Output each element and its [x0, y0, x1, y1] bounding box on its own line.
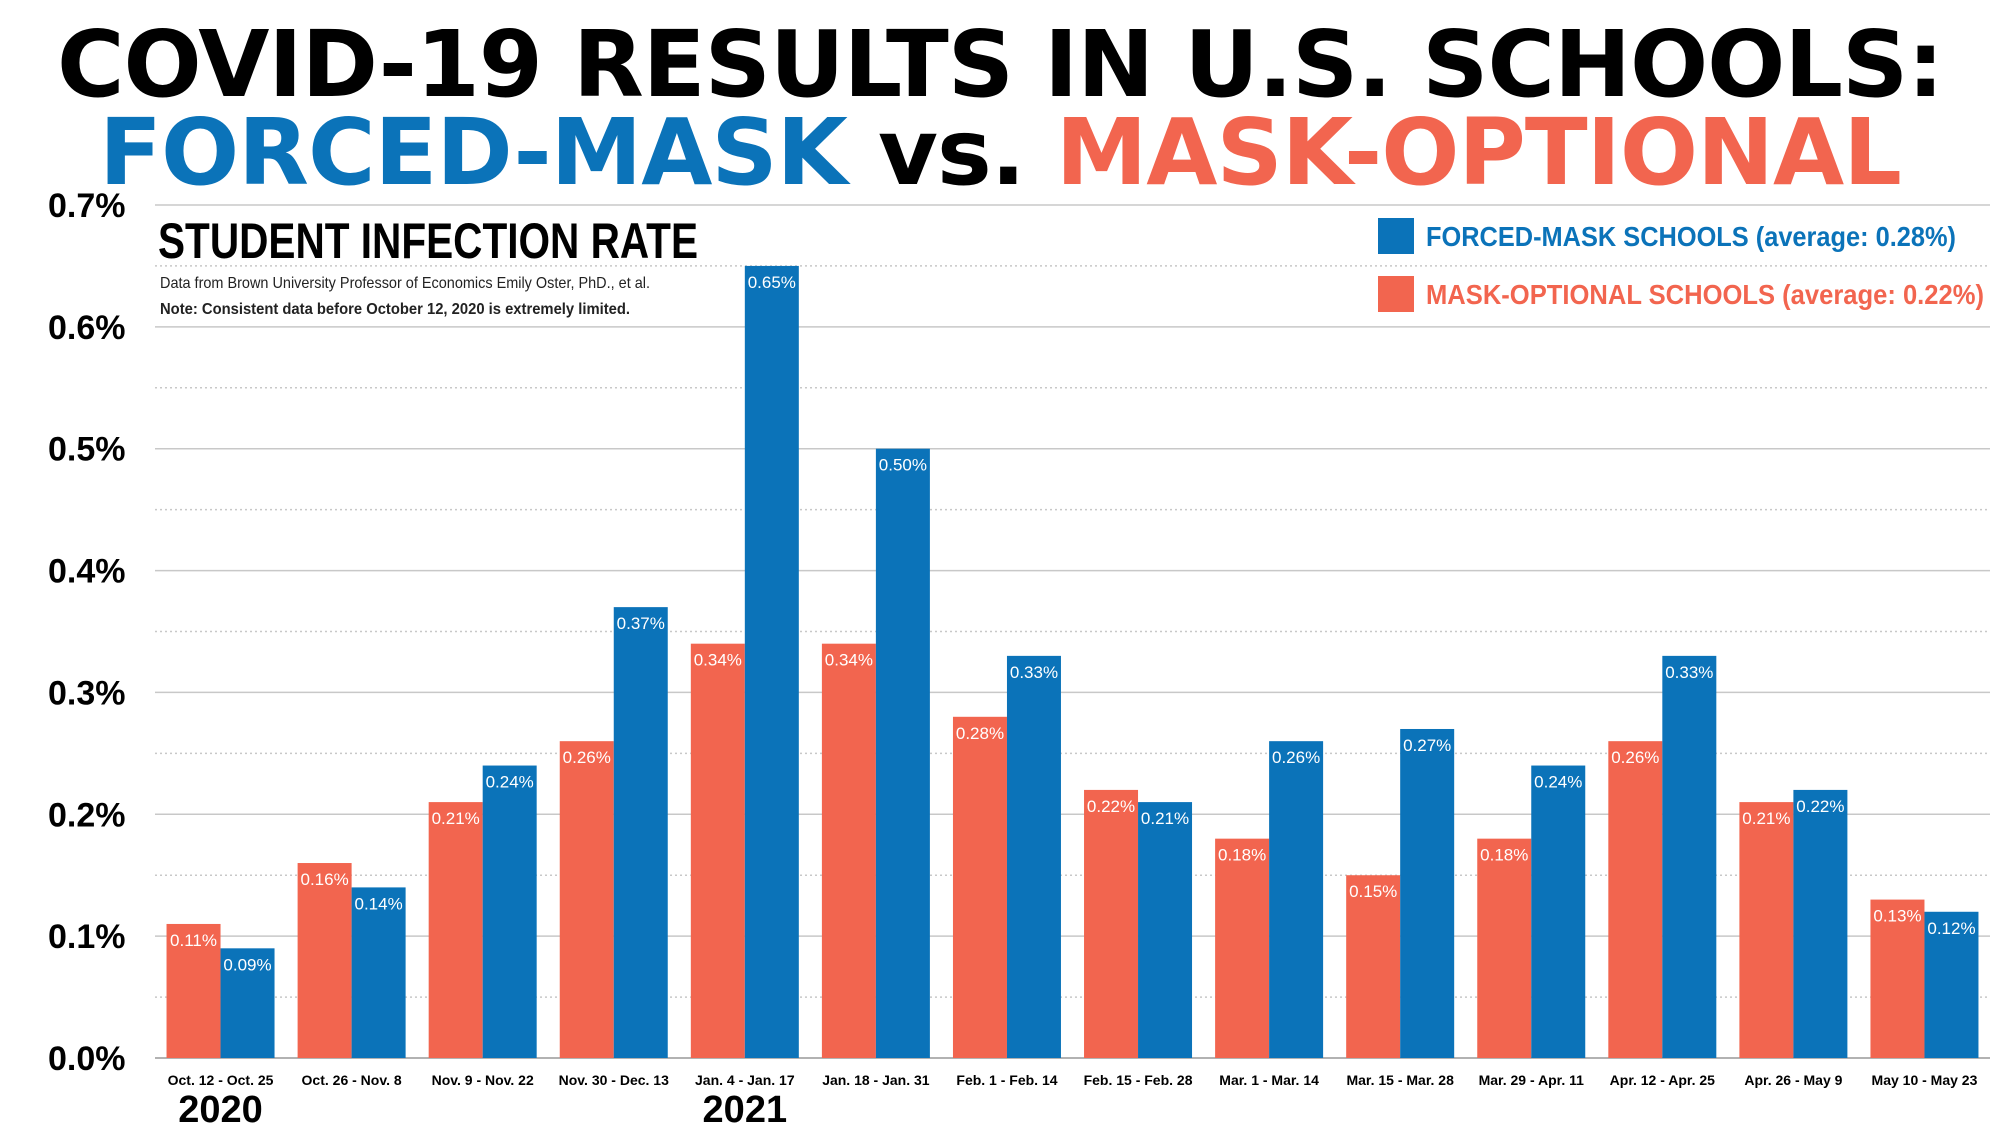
x-tick-label: Apr. 26 - May 9 [1744, 1072, 1842, 1088]
bar-value-label: 0.13% [1873, 907, 1921, 926]
x-tick-label: May 10 - May 23 [1872, 1072, 1978, 1088]
x-tick-label: Mar. 29 - Apr. 11 [1479, 1072, 1585, 1088]
page-title-line-2: FORCED-MASK vs. MASK-OPTIONAL [0, 98, 2000, 208]
bar-forced-mask [1269, 741, 1324, 1058]
x-tick-label: Mar. 1 - Mar. 14 [1219, 1072, 1319, 1088]
bar-mask-optional [559, 741, 614, 1058]
y-tick-label: 0.1% [48, 918, 126, 956]
bar-value-label: 0.18% [1480, 846, 1528, 865]
bar-value-label: 0.37% [617, 614, 665, 633]
bar-forced-mask [220, 948, 275, 1058]
bar-forced-mask [1400, 728, 1455, 1058]
page-title-line-1: COVID-19 RESULTS IN U.S. SCHOOLS: [56, 11, 1944, 118]
bar-value-label: 0.21% [1742, 809, 1790, 828]
bar-mask-optional [166, 923, 221, 1058]
x-tick-label: Jan. 4 - Jan. 17 [695, 1072, 795, 1088]
bar-value-label: 0.26% [1272, 748, 1320, 767]
bar-value-label: 0.33% [1665, 663, 1713, 682]
bar-value-label: 0.22% [1796, 797, 1844, 816]
bar-mask-optional [1739, 802, 1794, 1058]
x-tick-label: Jan. 18 - Jan. 31 [822, 1072, 930, 1088]
bar-value-label: 0.22% [1087, 797, 1135, 816]
bar-value-label: 0.09% [223, 955, 271, 974]
bar-value-label: 0.34% [825, 651, 873, 670]
bar-value-label: 0.11% [170, 931, 217, 950]
legend: FORCED-MASK SCHOOLS (average: 0.28%) MASK… [1378, 218, 1984, 312]
legend-label-mask-optional: MASK-OPTIONAL SCHOOLS (average: 0.22%) [1426, 279, 1984, 310]
bar-forced-mask [1006, 655, 1061, 1058]
bar-value-label: 0.26% [1611, 748, 1659, 767]
title-vs: vs. [846, 99, 1056, 206]
bar-forced-mask [1924, 911, 1979, 1058]
x-tick-label: Oct. 26 - Nov. 8 [302, 1072, 402, 1088]
bar-forced-mask [1662, 655, 1717, 1058]
bar-forced-mask [744, 265, 799, 1058]
year-label: 2020 [178, 1089, 263, 1125]
bar-value-label: 0.27% [1403, 736, 1451, 755]
x-tick-label: Feb. 15 - Feb. 28 [1084, 1072, 1193, 1088]
title-forced-mask: FORCED-MASK [99, 99, 848, 206]
x-tick-label: Apr. 12 - Apr. 25 [1610, 1072, 1716, 1088]
bar-mask-optional [428, 802, 483, 1058]
bar-mask-optional [1870, 899, 1925, 1058]
y-axis-ticks: 0.0% 0.1% 0.2% 0.3% 0.4% 0.5% 0.6% 0.7% [48, 187, 126, 1078]
x-tick-label: Mar. 15 - Mar. 28 [1346, 1072, 1454, 1088]
bar-value-label: 0.16% [301, 870, 349, 889]
bar-mask-optional [1346, 875, 1401, 1058]
bar-forced-mask [482, 765, 537, 1058]
bar-value-label: 0.26% [563, 748, 611, 767]
x-tick-label: Oct. 12 - Oct. 25 [168, 1072, 274, 1088]
year-label: 2021 [703, 1089, 788, 1125]
bar-value-label: 0.24% [486, 773, 534, 792]
y-tick-label: 0.3% [48, 674, 126, 712]
bar-value-label: 0.28% [956, 724, 1004, 743]
year-labels: 2020 2021 [178, 1089, 787, 1125]
bar-value-label: 0.65% [748, 273, 796, 292]
bar-forced-mask [1793, 789, 1848, 1058]
x-tick-label: Nov. 30 - Dec. 13 [559, 1072, 669, 1088]
bar-value-label: 0.50% [879, 456, 927, 475]
y-tick-label: 0.6% [48, 309, 126, 347]
bar-value-label: 0.34% [694, 651, 742, 670]
bar-mask-optional [1084, 789, 1139, 1058]
bar-value-label: 0.12% [1927, 919, 1975, 938]
chart-data-note: Note: Consistent data before October 12,… [160, 301, 630, 318]
bars: 0.11% 0.09% 0.16% 0.14% 0.21% 0.24% 0.26% 0.37%… [166, 265, 1979, 1058]
chart-title: STUDENT INFECTION RATE [158, 213, 698, 269]
bar-mask-optional [952, 716, 1007, 1058]
y-tick-label: 0.5% [48, 431, 126, 469]
title-mask-optional: MASK-OPTIONAL [1055, 99, 1902, 206]
bar-value-label: 0.14% [355, 894, 403, 913]
bar-forced-mask [1531, 765, 1586, 1058]
bar-value-label: 0.33% [1010, 663, 1058, 682]
bar-mask-optional [1215, 838, 1270, 1058]
bar-mask-optional [690, 643, 745, 1058]
y-tick-label: 0.7% [48, 187, 126, 225]
bar-forced-mask [613, 607, 668, 1058]
bar-mask-optional [1477, 838, 1532, 1058]
bar-forced-mask [1138, 802, 1193, 1058]
x-tick-label: Feb. 1 - Feb. 14 [956, 1072, 1057, 1088]
x-tick-label: Nov. 9 - Nov. 22 [432, 1072, 534, 1088]
bar-value-label: 0.21% [1141, 809, 1189, 828]
bar-forced-mask [875, 448, 930, 1058]
legend-swatch-mask-optional [1378, 276, 1414, 312]
chart-source-note: Data from Brown University Professor of … [160, 275, 650, 292]
y-tick-label: 0.4% [48, 553, 126, 591]
bar-value-label: 0.24% [1534, 773, 1582, 792]
legend-swatch-forced-mask [1378, 218, 1414, 254]
x-axis-ticks: Oct. 12 - Oct. 25 Oct. 26 - Nov. 8 Nov. 9 … [168, 1072, 1978, 1088]
bar-value-label: 0.21% [432, 809, 480, 828]
legend-label-forced-mask: FORCED-MASK SCHOOLS (average: 0.28%) [1426, 221, 1956, 252]
bar-value-label: 0.18% [1218, 846, 1266, 865]
bar-mask-optional [297, 863, 352, 1058]
bar-forced-mask [351, 887, 406, 1058]
y-tick-label: 0.0% [48, 1040, 126, 1078]
y-tick-label: 0.2% [48, 796, 126, 834]
bar-mask-optional [1608, 741, 1663, 1058]
bar-value-label: 0.15% [1349, 882, 1397, 901]
bar-mask-optional [821, 643, 876, 1058]
